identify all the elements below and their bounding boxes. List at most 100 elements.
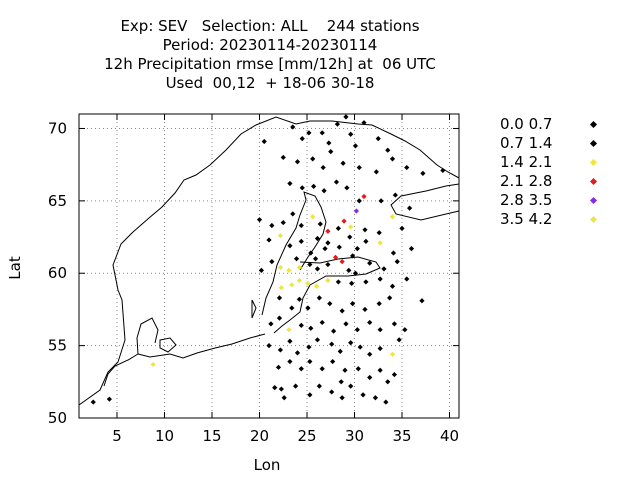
station-point (310, 156, 316, 162)
coastline-denmark-islands (159, 337, 177, 353)
station-point (299, 136, 305, 142)
station-point (339, 308, 345, 314)
station-points (90, 114, 446, 405)
station-point (390, 250, 397, 256)
station-point (268, 321, 274, 327)
coastline-gotland (251, 299, 257, 319)
station-point (376, 230, 382, 236)
station-point (343, 321, 349, 327)
x-tick-label: 40 (440, 427, 459, 445)
station-point (287, 243, 293, 249)
station-point (377, 327, 383, 333)
station-point (385, 379, 391, 385)
station-point (307, 392, 313, 398)
station-point (331, 328, 337, 334)
station-point (399, 225, 405, 231)
station-point (408, 246, 415, 252)
station-point (272, 385, 278, 391)
station-point (389, 351, 396, 357)
station-point (305, 280, 311, 286)
station-point (286, 267, 292, 273)
station-point (391, 371, 397, 378)
station-point (381, 266, 387, 272)
station-point (337, 348, 343, 355)
station-point (311, 183, 317, 189)
station-point (90, 399, 96, 405)
y-tick-label: 60 (48, 264, 67, 282)
coastline-germany-netherlands (103, 353, 139, 387)
station-point (336, 244, 342, 250)
station-point (313, 283, 320, 289)
y-tick-label: 55 (48, 337, 67, 355)
x-tick-label: 35 (392, 427, 411, 445)
station-point (310, 214, 316, 220)
station-point (392, 192, 398, 198)
station-point (356, 164, 362, 171)
station-point (348, 340, 354, 346)
station-point (335, 279, 341, 285)
station-point (280, 154, 286, 161)
station-point (373, 169, 379, 175)
station-point (293, 256, 300, 262)
station-point (420, 170, 426, 176)
plot-frame (78, 113, 460, 419)
y-tick-label: 65 (48, 192, 67, 210)
legend-label-2: 1.4 2.1 (500, 153, 553, 171)
station-point (407, 205, 413, 211)
station-point (353, 208, 359, 214)
legend-label-5: 3.5 4.2 (500, 210, 553, 228)
coastline-baltic-states (273, 284, 311, 334)
station-point (346, 267, 352, 273)
station-point (330, 358, 336, 365)
station-point (385, 147, 391, 153)
chart-title-line-2: Period: 20230114-20230114 (162, 36, 378, 54)
station-point (258, 267, 264, 273)
station-point (308, 325, 314, 331)
station-point (278, 285, 284, 291)
station-point (394, 259, 400, 265)
station-point (296, 296, 302, 302)
station-point (348, 224, 354, 230)
station-point (355, 366, 361, 372)
station-point (322, 246, 328, 252)
station-point (277, 233, 283, 239)
station-point (314, 266, 321, 272)
legend-label-0: 0.0 0.7 (500, 115, 553, 133)
station-point (326, 140, 332, 146)
station-point (377, 345, 383, 352)
station-point (269, 222, 275, 229)
station-point (298, 222, 304, 229)
station-point (389, 283, 396, 289)
station-point (106, 396, 112, 402)
station-point (375, 136, 381, 142)
coastline-norway-sweden (78, 116, 373, 406)
station-point (296, 264, 302, 271)
station-point (354, 246, 360, 252)
station-point (317, 221, 323, 227)
station-point (367, 260, 373, 266)
station-point (307, 261, 313, 268)
x-axis-label: Lon (254, 456, 281, 474)
station-point (305, 305, 311, 311)
legend-label-4: 2.8 3.5 (500, 191, 553, 209)
legend-label-1: 0.7 1.4 (500, 134, 553, 152)
station-point (261, 138, 267, 145)
station-point (276, 315, 283, 321)
station-point (325, 277, 331, 284)
coastline-gulf-of-bothnia (261, 191, 327, 316)
station-point (333, 179, 340, 185)
station-point (306, 130, 312, 136)
station-point (376, 301, 382, 307)
station-point (367, 374, 373, 381)
station-point (277, 264, 283, 271)
x-tick-label: 30 (345, 427, 364, 445)
station-point (372, 395, 378, 401)
coastline-gulf-of-finland (299, 256, 381, 286)
station-point (316, 383, 322, 389)
station-point (361, 120, 367, 126)
y-tick-label: 70 (48, 119, 67, 137)
station-point (332, 254, 339, 260)
plot-grid (79, 114, 459, 419)
chart-title-line-1: Exp: SEV Selection: ALL 244 stations (120, 17, 420, 35)
station-point (298, 322, 304, 328)
